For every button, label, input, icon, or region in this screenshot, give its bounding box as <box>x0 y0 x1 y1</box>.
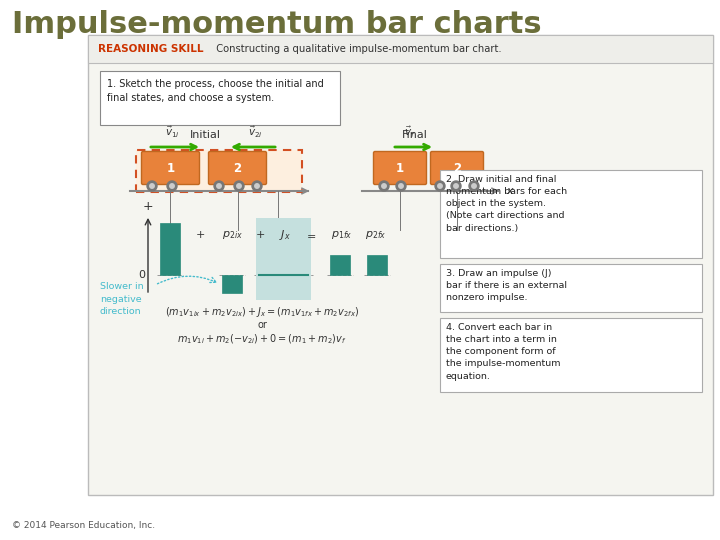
Circle shape <box>255 184 259 188</box>
Text: © 2014 Pearson Education, Inc.: © 2014 Pearson Education, Inc. <box>12 521 155 530</box>
Text: $+$: $+$ <box>195 230 205 240</box>
Text: $p_{2fx}$: $p_{2fx}$ <box>365 229 387 241</box>
Text: $J_x$: $J_x$ <box>279 228 291 242</box>
Text: 2. Draw initial and final
momentum bars for each
object in the system.
(Note car: 2. Draw initial and final momentum bars … <box>446 175 567 233</box>
Bar <box>256 218 311 300</box>
FancyBboxPatch shape <box>100 71 340 125</box>
Text: Impulse-momentum bar charts: Impulse-momentum bar charts <box>12 10 541 39</box>
Text: $\vec{v}_{f}$: $\vec{v}_{f}$ <box>404 125 416 140</box>
Text: $+$: $+$ <box>255 230 265 240</box>
Circle shape <box>234 181 244 191</box>
Text: or: or <box>257 320 267 330</box>
FancyBboxPatch shape <box>142 152 199 185</box>
Circle shape <box>170 184 174 188</box>
Circle shape <box>469 181 479 191</box>
Circle shape <box>379 181 389 191</box>
FancyBboxPatch shape <box>88 35 713 495</box>
Text: +: + <box>143 200 153 213</box>
Text: $p_{2ix}$: $p_{2ix}$ <box>222 229 243 241</box>
Circle shape <box>252 181 262 191</box>
Text: Slower in
negative
direction: Slower in negative direction <box>100 282 143 316</box>
FancyBboxPatch shape <box>431 152 484 185</box>
Circle shape <box>438 184 442 188</box>
Text: 2: 2 <box>233 161 242 174</box>
FancyBboxPatch shape <box>440 318 702 392</box>
Text: Final: Final <box>402 130 428 140</box>
Bar <box>160 223 180 275</box>
Text: $\vec{v}_{1i}$: $\vec{v}_{1i}$ <box>165 125 179 140</box>
Text: 3. Draw an impulse (J)
bar if there is an external
nonzero impulse.: 3. Draw an impulse (J) bar if there is a… <box>446 269 567 302</box>
Bar <box>88 35 713 63</box>
Circle shape <box>150 184 154 188</box>
FancyBboxPatch shape <box>440 264 702 312</box>
Text: 1: 1 <box>396 161 404 174</box>
Circle shape <box>396 181 406 191</box>
Bar <box>330 255 350 275</box>
Text: x: x <box>506 186 513 196</box>
Text: $=$: $=$ <box>304 230 316 240</box>
Text: $\vec{v}_{2i}$: $\vec{v}_{2i}$ <box>248 125 262 140</box>
Circle shape <box>399 184 403 188</box>
Text: 1: 1 <box>166 161 174 174</box>
Text: $m_1v_{1i} + m_2(-v_{2i}) + 0 = (m_1 + m_2)v_f$: $m_1v_{1i} + m_2(-v_{2i}) + 0 = (m_1 + m… <box>177 332 347 346</box>
Text: $p_{1fx}$: $p_{1fx}$ <box>331 229 353 241</box>
Text: Initial: Initial <box>189 130 220 140</box>
Circle shape <box>451 181 461 191</box>
Circle shape <box>237 184 241 188</box>
Text: 0: 0 <box>138 270 145 280</box>
Circle shape <box>454 184 458 188</box>
Circle shape <box>147 181 157 191</box>
Circle shape <box>167 181 177 191</box>
Text: 1. Sketch the process, choose the initial and
final states, and choose a system.: 1. Sketch the process, choose the initia… <box>107 79 324 103</box>
FancyBboxPatch shape <box>136 150 302 192</box>
FancyBboxPatch shape <box>440 170 702 258</box>
FancyBboxPatch shape <box>209 152 266 185</box>
Circle shape <box>217 184 221 188</box>
Text: $p_{1ix}$: $p_{1ix}$ <box>160 229 181 241</box>
Circle shape <box>435 181 445 191</box>
Bar <box>222 275 242 293</box>
Circle shape <box>214 181 224 191</box>
Text: $(m_1v_{1ix} + m_2v_{2ix}) + J_x = (m_1v_{1fx} + m_2v_{2fx})$: $(m_1v_{1ix} + m_2v_{2ix}) + J_x = (m_1v… <box>165 305 359 319</box>
Circle shape <box>472 184 476 188</box>
Circle shape <box>382 184 386 188</box>
Text: 2: 2 <box>453 161 461 174</box>
Bar <box>367 255 387 275</box>
Text: Constructing a qualitative impulse-momentum bar chart.: Constructing a qualitative impulse-momen… <box>210 44 502 54</box>
FancyBboxPatch shape <box>374 152 426 185</box>
Text: REASONING SKILL: REASONING SKILL <box>98 44 204 54</box>
Text: 4. Convert each bar in
the chart into a term in
the component form of
the impuls: 4. Convert each bar in the chart into a … <box>446 323 560 381</box>
